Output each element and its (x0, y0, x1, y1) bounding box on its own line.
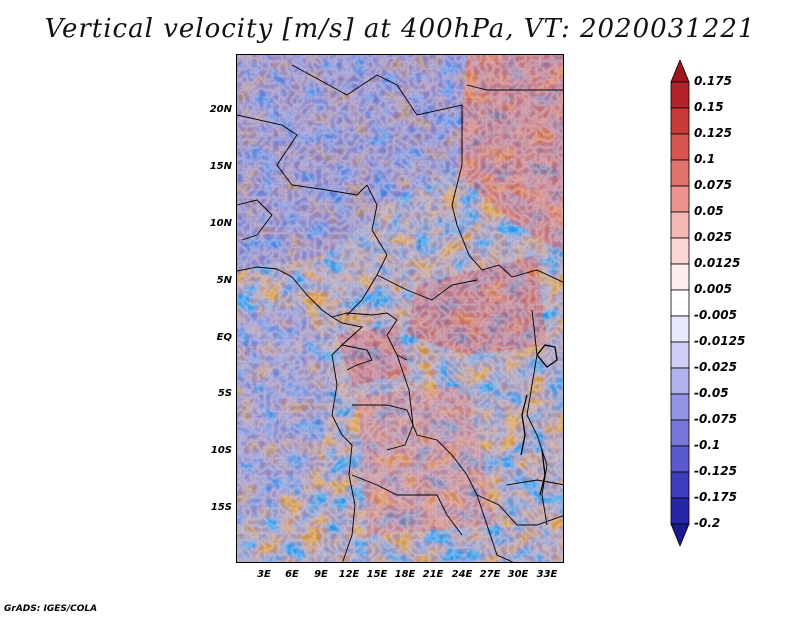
map-panel (236, 54, 564, 563)
border-egypt (466, 84, 563, 91)
field-fine-structure (237, 55, 563, 562)
grads-credit: GrADS: IGES/COLA (4, 604, 98, 614)
colorbar-segment (670, 237, 690, 265)
colorbar-segment (670, 393, 690, 421)
border-angola-drc (352, 404, 478, 496)
colorbar-segment (670, 315, 690, 343)
lat-label-15s: 15S (210, 502, 232, 513)
border-tanzania (506, 479, 563, 486)
colorbar-segment (670, 471, 690, 499)
lon-label-6e: 6E (285, 569, 299, 580)
lat-label-10s: 10S (210, 445, 232, 456)
lon-label-33e: 33E (536, 569, 558, 580)
colorbar-segment (670, 367, 690, 395)
colorbar-segment (670, 445, 690, 473)
colorbar-label: 0.005 (694, 282, 732, 296)
border-car (376, 274, 478, 301)
lat-label-5s: 5S (217, 388, 232, 399)
lat-label-5n: 5N (216, 275, 232, 286)
lon-label-12e: 12E (338, 569, 360, 580)
lat-label-15n: 15N (209, 161, 232, 172)
lake-malawi (539, 449, 546, 496)
colorbar-segment (670, 419, 690, 447)
colorbar-segment (670, 341, 690, 369)
colorbar-label: -0.175 (694, 490, 737, 504)
colorbar-label: -0.2 (694, 516, 721, 530)
colorbar-label: 0.0125 (694, 256, 741, 270)
lon-label-15e: 15E (366, 569, 388, 580)
colorbar-label: 0.05 (694, 204, 724, 218)
chart-title: Vertical velocity [m/s] at 400hPa, VT: 2… (44, 14, 756, 44)
colorbar-label: -0.0125 (694, 334, 746, 348)
border-angola-namibia (351, 474, 463, 536)
lon-label-3e: 3E (257, 569, 271, 580)
lon-label-24e: 24E (451, 569, 473, 580)
lat-label-20n: 20N (209, 104, 232, 115)
colorbar-label: -0.025 (694, 360, 737, 374)
colorbar-label: 0.075 (694, 178, 732, 192)
colorbar-label: 0.175 (694, 74, 732, 88)
colorbar-segment (670, 497, 690, 525)
lakes (520, 344, 558, 496)
border-mali-niger (237, 114, 368, 196)
colorbar-label: -0.1 (694, 438, 721, 452)
colorbar-bottom-arrow (670, 523, 690, 548)
border-sudan (451, 164, 563, 283)
vertical-velocity-field (237, 55, 563, 562)
lon-label-9e: 9E (314, 569, 328, 580)
lon-label-18e: 18E (394, 569, 416, 580)
colorbar-segment (670, 107, 690, 135)
colorbar-label: 0.1 (694, 152, 716, 166)
lon-label-27e: 27E (479, 569, 501, 580)
colorbar-segment (670, 185, 690, 213)
colorbar-label: -0.125 (694, 464, 737, 478)
lon-label-30e: 30E (507, 569, 529, 580)
colorbar-label: 0.025 (694, 230, 732, 244)
lat-label-eq: EQ (216, 332, 232, 343)
lat-label-10n: 10N (209, 218, 232, 229)
colorbar-segment (670, 81, 690, 109)
colorbar-label: -0.05 (694, 386, 729, 400)
colorbar-segment (670, 289, 690, 317)
border-westcoast (237, 199, 273, 241)
border-cameroon-congo (331, 312, 408, 361)
colorbar-label: 0.15 (694, 100, 724, 114)
border-nigeria-cameroon (346, 184, 388, 316)
colorbar-segment (670, 263, 690, 291)
colorbar-segment (670, 133, 690, 161)
colorbar-label: -0.005 (694, 308, 737, 322)
colorbar-label: 0.125 (694, 126, 732, 140)
colorbar-segment (670, 211, 690, 239)
colorbar-segment (670, 159, 690, 187)
border-gabon (341, 344, 373, 371)
lake-victoria (536, 344, 558, 368)
border-east-lakes (526, 309, 548, 526)
colorbar-top-arrow (670, 60, 690, 83)
lake-tanganyika (520, 394, 528, 456)
colorbar (670, 60, 690, 548)
boundaries (237, 64, 563, 562)
lon-label-21e: 21E (422, 569, 444, 580)
border-zimbabwe (476, 494, 514, 562)
colorbar-label: -0.075 (694, 412, 737, 426)
border-niger-chad (291, 64, 463, 165)
